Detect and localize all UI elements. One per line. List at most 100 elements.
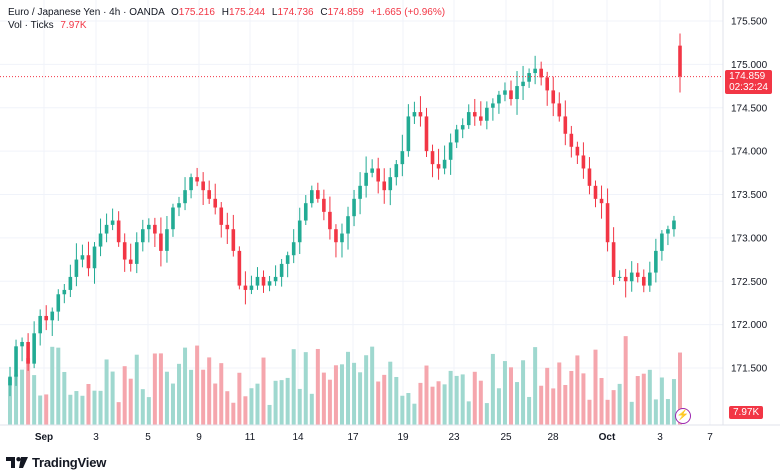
- candle-body: [424, 116, 429, 152]
- volume-bar: [430, 386, 435, 425]
- candle-body: [213, 198, 218, 208]
- volume-bar: [563, 384, 568, 425]
- volume-bar: [110, 371, 115, 425]
- volume-bar: [346, 351, 351, 425]
- candle-body: [527, 73, 531, 82]
- candle-body: [587, 168, 592, 186]
- volume-bar: [611, 390, 616, 425]
- low-value: 174.736: [277, 7, 314, 18]
- last-price-value: 174.859: [729, 70, 766, 82]
- volume-bar: [521, 360, 526, 425]
- price-tick-label: 173.000: [731, 233, 768, 244]
- candle-body: [249, 285, 254, 290]
- candle-body: [147, 224, 151, 230]
- candle-body: [297, 220, 302, 243]
- candle-body: [8, 376, 12, 386]
- time-tick-label: 3: [657, 432, 663, 443]
- volume-bar: [352, 362, 357, 425]
- candle-body: [551, 90, 556, 104]
- candle-body: [521, 81, 525, 87]
- volume-bar: [128, 378, 133, 425]
- symbol-title[interactable]: Euro / Japanese Yen · 4h · OANDA: [8, 7, 165, 18]
- volume-bar: [225, 391, 230, 425]
- time-tick-label: 3: [93, 432, 99, 443]
- candle-body: [515, 86, 519, 100]
- candle-body: [660, 233, 664, 251]
- volume-bar: [678, 352, 682, 425]
- lightning-icon[interactable]: ⚡: [675, 408, 691, 424]
- volume-bar: [364, 355, 369, 425]
- candle-body: [370, 168, 374, 173]
- volume-label[interactable]: Vol · Ticks: [8, 20, 54, 31]
- volume-bar: [436, 381, 441, 425]
- candle-body: [346, 216, 350, 234]
- candle-body: [279, 263, 284, 277]
- volume-bar: [460, 374, 465, 425]
- candle-body: [581, 155, 586, 169]
- candle-body: [62, 289, 67, 295]
- candle-body: [400, 151, 405, 165]
- tradingview-logo[interactable]: TradingView: [6, 455, 106, 470]
- candle-body: [376, 168, 380, 182]
- volume-bar: [569, 370, 574, 425]
- volume-bar: [267, 404, 272, 425]
- candle-body: [20, 341, 24, 347]
- candle-body: [599, 198, 604, 204]
- volume-bar: [68, 394, 73, 425]
- candle-body: [98, 233, 103, 247]
- candle-body: [86, 255, 91, 269]
- volume-bar: [152, 353, 157, 425]
- volume-bar: [424, 365, 429, 425]
- volume-bar: [189, 369, 194, 425]
- volume-bar: [394, 376, 399, 425]
- candle-body: [533, 68, 537, 74]
- volume-bar: [358, 372, 363, 425]
- candle-body: [557, 103, 562, 117]
- volume-bar: [122, 366, 127, 425]
- volume-bar: [418, 382, 423, 425]
- price-axis[interactable]: 175.500 175.000 174.500 174.000 173.500 173.0…: [731, 17, 768, 375]
- candle-body: [189, 177, 193, 191]
- volume-bar: [406, 392, 411, 425]
- time-tick-label: 11: [245, 432, 256, 443]
- candle-body: [110, 220, 115, 225]
- volume-bar: [400, 395, 405, 425]
- candle-body: [207, 190, 211, 199]
- candle-body: [678, 45, 682, 77]
- volume-bar: [496, 388, 501, 425]
- volume-bar: [539, 385, 544, 425]
- price-tick-label: 172.000: [731, 320, 768, 331]
- time-axis[interactable]: Sep 3 5 9 11 14 17 19 23 25 28 Oct 3 7: [35, 432, 713, 443]
- volume-bar: [545, 367, 550, 425]
- volume-bar: [26, 358, 31, 425]
- price-tick-label: 174.500: [731, 103, 768, 114]
- candle-body: [68, 276, 73, 290]
- low-label: L: [271, 7, 278, 18]
- volume-bar: [98, 390, 103, 425]
- volume-bar: [671, 379, 676, 425]
- volume-bar: [213, 383, 218, 425]
- volume-bar: [653, 399, 658, 425]
- volume-bar: [231, 402, 236, 425]
- candle-body: [617, 276, 622, 278]
- volume-bar: [515, 382, 520, 425]
- candle-body: [430, 151, 435, 165]
- volume-bars: [8, 336, 682, 425]
- volume-bar: [170, 383, 175, 425]
- candlesticks: [8, 33, 682, 397]
- price-tick-label: 171.500: [731, 364, 768, 375]
- candle-body: [364, 172, 368, 186]
- time-tick-label: 17: [347, 432, 359, 443]
- candle-body: [454, 129, 459, 143]
- open-label: O: [171, 7, 179, 18]
- candle-body: [183, 190, 187, 204]
- volume-bar: [466, 401, 471, 425]
- volume-bar: [20, 369, 25, 425]
- volume-bar: [158, 353, 163, 425]
- volume-bar: [593, 349, 598, 425]
- volume-bar: [134, 354, 139, 425]
- volume-bar: [207, 357, 212, 425]
- candle-body: [382, 181, 387, 191]
- candle-body: [605, 203, 610, 243]
